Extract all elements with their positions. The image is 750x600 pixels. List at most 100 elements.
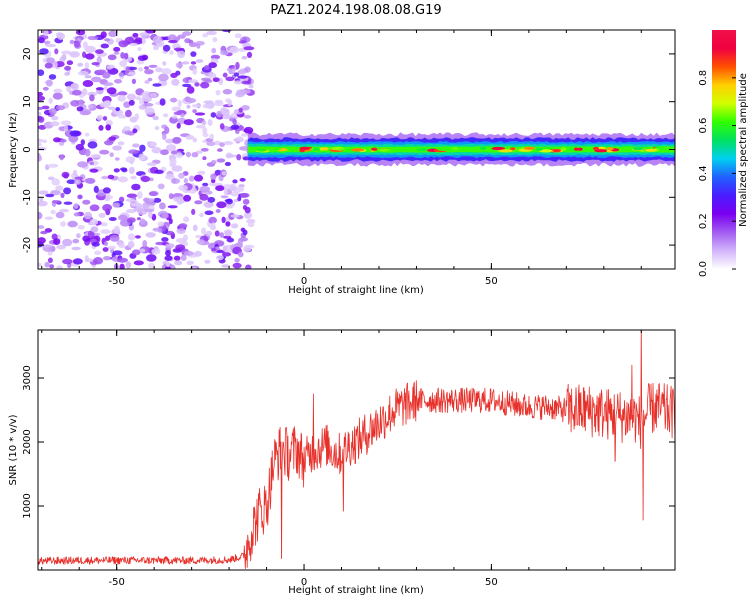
noise-blob	[49, 264, 55, 269]
noise-blob	[216, 158, 226, 163]
noise-blob	[131, 78, 136, 85]
noise-blob	[89, 161, 95, 165]
noise-blob	[44, 261, 50, 268]
noise-blob	[124, 52, 129, 60]
noise-blob	[240, 192, 250, 198]
noise-blob	[144, 80, 150, 84]
noise-blob	[118, 40, 129, 48]
noise-blob	[221, 216, 226, 223]
noise-blob	[148, 211, 153, 219]
noise-blob	[117, 94, 126, 102]
noise-blob	[165, 243, 175, 249]
noise-blob	[93, 257, 103, 265]
signal-hotspot	[480, 146, 487, 150]
noise-blob	[89, 168, 99, 173]
noise-blob	[199, 193, 209, 201]
signal-hotspot	[632, 147, 644, 151]
noise-blob	[164, 126, 170, 134]
noise-blob	[43, 40, 51, 45]
noise-blob	[113, 225, 120, 234]
noise-blob	[85, 177, 96, 184]
noise-blob	[183, 194, 192, 202]
noise-blob	[84, 75, 92, 79]
noise-blob	[67, 220, 78, 228]
noise-blob	[129, 42, 138, 47]
noise-blob	[73, 212, 80, 217]
noise-blob	[104, 100, 112, 107]
y-tick-label: 0	[22, 146, 33, 152]
noise-blob	[211, 247, 217, 252]
noise-blob	[164, 255, 173, 261]
noise-blob	[168, 218, 173, 225]
noise-blob	[170, 72, 178, 78]
noise-blob	[128, 99, 135, 106]
noise-blob	[98, 125, 104, 131]
noise-blob	[186, 86, 195, 94]
noise-blob	[171, 115, 178, 119]
signal-hotspot	[267, 147, 282, 151]
noise-blob	[50, 190, 61, 196]
noise-blob	[119, 263, 125, 269]
x-tick-label: 0	[301, 577, 307, 588]
noise-blob	[183, 250, 194, 256]
noise-blob	[87, 141, 98, 149]
noise-blob	[187, 98, 197, 103]
noise-blob	[216, 255, 224, 261]
noise-blob	[148, 64, 158, 68]
noise-blob	[132, 143, 140, 148]
noise-blob	[118, 72, 125, 77]
noise-blob	[169, 97, 178, 103]
noise-blob	[154, 169, 164, 174]
noise-blob	[234, 33, 242, 39]
noise-blob	[108, 217, 117, 221]
noise-blob	[85, 53, 95, 60]
noise-blob	[74, 176, 84, 180]
noise-blob	[38, 106, 44, 111]
noise-blob	[204, 210, 214, 216]
signal-hotspot	[577, 147, 583, 151]
noise-blob	[72, 238, 80, 244]
noise-blob	[196, 59, 204, 63]
noise-blob	[147, 77, 153, 82]
colorbar-ticks: 0.0 0.2 0.4 0.6 0.8	[698, 70, 736, 277]
noise-blob	[38, 69, 45, 76]
noise-blob	[201, 227, 207, 235]
y-tick-label: 1000	[22, 493, 33, 518]
noise-blob	[102, 72, 111, 79]
noise-blob	[96, 114, 104, 121]
noise-blob	[215, 89, 221, 96]
noise-blob	[181, 61, 190, 65]
colorbar-tick-label: 0.0	[698, 261, 709, 277]
noise-blob	[238, 107, 243, 113]
noise-blob	[38, 142, 42, 147]
noise-blob	[49, 121, 60, 127]
colorbar-tick-label: 0.8	[698, 70, 709, 86]
noise-blob	[90, 154, 102, 158]
noise-blob	[40, 230, 48, 235]
noise-blob	[89, 204, 100, 212]
noise-blob	[165, 249, 171, 257]
noise-blob	[113, 168, 120, 173]
noise-blob	[239, 177, 246, 182]
noise-blob	[248, 84, 254, 89]
noise-blob	[51, 178, 60, 186]
noise-blob	[171, 106, 182, 112]
noise-blob	[206, 30, 217, 36]
signal-hotspot	[552, 149, 561, 153]
colorbar-tick-label: 0.4	[698, 165, 709, 181]
noise-blob	[232, 262, 242, 269]
noise-blob	[69, 130, 81, 137]
noise-blob	[124, 109, 132, 118]
signal-hotspot	[299, 146, 311, 150]
noise-blob	[177, 99, 182, 107]
noise-blob	[185, 135, 195, 140]
noise-blob	[118, 214, 128, 221]
noise-blob	[170, 178, 181, 185]
noise-blob	[242, 156, 250, 161]
noise-blob	[186, 260, 194, 265]
noise-blob	[208, 216, 217, 224]
noise-blob	[191, 208, 196, 215]
noise-blob	[84, 132, 90, 137]
noise-blob	[38, 37, 45, 44]
noise-blob	[91, 241, 100, 247]
